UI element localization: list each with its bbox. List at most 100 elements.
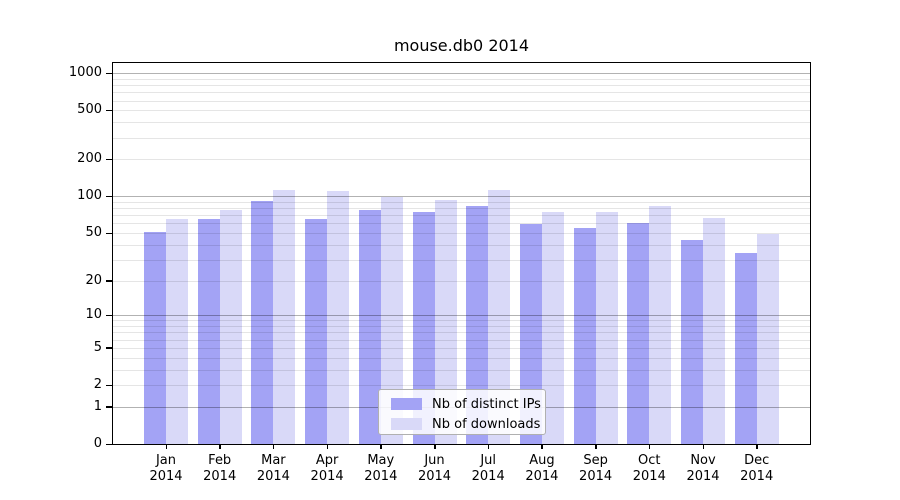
x-tick-mark-jul bbox=[487, 444, 490, 449]
x-tick-label-jun: Jun 2014 bbox=[408, 453, 462, 485]
y-tick-label-50: 50 bbox=[85, 225, 102, 240]
y-tick-mark-2 bbox=[106, 384, 113, 387]
bar-nb-of-distinct-ips-nov bbox=[681, 239, 703, 444]
bar-nb-of-downloads-may bbox=[380, 196, 403, 444]
gridline-minor-700 bbox=[113, 92, 810, 94]
x-tick-label-dec: Dec 2014 bbox=[730, 453, 784, 485]
x-tick-year: 2014 bbox=[632, 469, 666, 484]
gridline-major-10 bbox=[113, 315, 810, 317]
y-tick-label-1000: 1000 bbox=[68, 65, 102, 81]
gridline-minor-400 bbox=[113, 122, 810, 124]
gridline-minor-4 bbox=[113, 357, 810, 359]
x-tick-month: Sep bbox=[583, 453, 608, 468]
gridline-minor-500 bbox=[113, 110, 810, 112]
bar-nb-of-distinct-ips-jan bbox=[144, 231, 166, 444]
y-tick-label-200: 200 bbox=[77, 151, 102, 167]
x-tick-month: Nov bbox=[690, 453, 716, 468]
gridline-minor-8 bbox=[113, 326, 810, 328]
legend-swatch-downloads bbox=[391, 418, 422, 430]
x-tick-mark-nov bbox=[702, 444, 704, 449]
y-tick-label-500: 500 bbox=[77, 102, 102, 118]
y-tick-mark-1000 bbox=[106, 72, 113, 75]
gridline-minor-9 bbox=[113, 320, 810, 322]
gridline-minor-50 bbox=[113, 233, 810, 234]
x-tick-label-may: May 2014 bbox=[354, 453, 408, 485]
x-tick-year: 2014 bbox=[525, 469, 559, 484]
y-tick-mark-100 bbox=[106, 195, 113, 198]
x-tick-month: Aug bbox=[529, 453, 555, 468]
x-tick-mark-feb bbox=[219, 444, 221, 449]
y-tick-label-5: 5 bbox=[93, 339, 102, 355]
x-tick-label-jul: Jul 2014 bbox=[461, 453, 515, 485]
x-tick-label-sep: Sep 2014 bbox=[569, 453, 623, 485]
bar-nb-of-downloads-dec bbox=[756, 234, 779, 444]
bar-nb-of-distinct-ips-jun bbox=[412, 211, 435, 444]
x-tick-label-oct: Oct 2014 bbox=[622, 453, 676, 485]
gridline-minor-60 bbox=[113, 223, 810, 225]
x-tick-mark-may bbox=[380, 444, 382, 449]
x-tick-mark-jan bbox=[165, 444, 167, 449]
plot-area bbox=[112, 62, 811, 445]
x-tick-year: 2014 bbox=[417, 469, 452, 484]
y-tick-mark-20 bbox=[106, 280, 113, 282]
bar-nb-of-distinct-ips-may bbox=[358, 210, 381, 444]
gridline-minor-800 bbox=[113, 85, 810, 87]
x-tick-mark-dec bbox=[756, 444, 758, 449]
x-tick-mark-aug bbox=[541, 444, 543, 449]
x-tick-label-nov: Nov 2014 bbox=[676, 453, 730, 485]
x-tick-month: Dec bbox=[744, 453, 770, 468]
x-tick-year: 2014 bbox=[310, 469, 344, 484]
gridline-minor-30 bbox=[113, 259, 810, 261]
bar-nb-of-distinct-ips-apr bbox=[305, 219, 328, 444]
bar-nb-of-downloads-feb bbox=[219, 209, 242, 444]
x-tick-year: 2014 bbox=[740, 469, 774, 484]
y-tick-mark-1 bbox=[106, 406, 113, 408]
legend-label-downloads: Nb of downloads bbox=[432, 416, 541, 432]
bar-nb-of-downloads-jul bbox=[488, 189, 511, 444]
x-tick-year: 2014 bbox=[471, 469, 505, 484]
gridline-minor-200 bbox=[113, 159, 810, 161]
gridline-minor-40 bbox=[113, 244, 810, 246]
y-tick-mark-500 bbox=[106, 109, 113, 112]
y-tick-label-1: 1 bbox=[93, 398, 102, 414]
gridline-minor-3 bbox=[113, 369, 810, 371]
gridline-minor-90 bbox=[113, 202, 810, 203]
y-tick-label-10: 10 bbox=[85, 307, 102, 323]
bar-nb-of-distinct-ips-feb bbox=[197, 219, 220, 444]
y-tick-mark-0 bbox=[106, 443, 113, 445]
bar-nb-of-distinct-ips-sep bbox=[573, 228, 596, 444]
bar-nb-of-downloads-jan bbox=[166, 219, 188, 444]
y-tick-label-100: 100 bbox=[77, 188, 102, 204]
x-tick-mark-oct bbox=[648, 444, 651, 449]
gridline-major-1000 bbox=[113, 73, 810, 75]
gridline-minor-600 bbox=[113, 100, 810, 102]
gridline-minor-900 bbox=[113, 78, 810, 80]
x-tick-label-mar: Mar 2014 bbox=[246, 453, 300, 485]
gridline-major-100 bbox=[113, 196, 810, 198]
x-tick-year: 2014 bbox=[364, 469, 398, 484]
x-tick-year: 2014 bbox=[579, 469, 613, 484]
x-tick-month: Feb bbox=[208, 453, 232, 468]
y-tick-label-0: 0 bbox=[93, 436, 102, 451]
x-tick-mark-mar bbox=[272, 444, 275, 449]
bar-nb-of-distinct-ips-oct bbox=[627, 223, 650, 444]
gridline-minor-7 bbox=[113, 332, 810, 334]
y-tick-label-2: 2 bbox=[93, 377, 102, 393]
x-tick-month: Apr bbox=[315, 453, 339, 468]
bar-nb-of-downloads-apr bbox=[327, 190, 350, 444]
gridline-minor-6 bbox=[113, 339, 810, 341]
x-tick-label-feb: Feb 2014 bbox=[193, 453, 247, 485]
gridline-minor-70 bbox=[113, 215, 810, 217]
gridline-minor-5 bbox=[113, 347, 810, 349]
x-tick-mark-sep bbox=[595, 444, 597, 449]
bar-nb-of-downloads-nov bbox=[703, 217, 725, 444]
bar-nb-of-distinct-ips-jul bbox=[466, 205, 489, 444]
x-tick-month: Mar bbox=[261, 453, 286, 468]
bar-nb-of-downloads-sep bbox=[595, 212, 618, 444]
x-tick-label-aug: Aug 2014 bbox=[515, 453, 569, 485]
x-tick-mark-jun bbox=[434, 444, 436, 449]
x-tick-year: 2014 bbox=[203, 469, 237, 484]
y-tick-label-20: 20 bbox=[85, 272, 102, 288]
bar-nb-of-distinct-ips-mar bbox=[251, 200, 274, 444]
